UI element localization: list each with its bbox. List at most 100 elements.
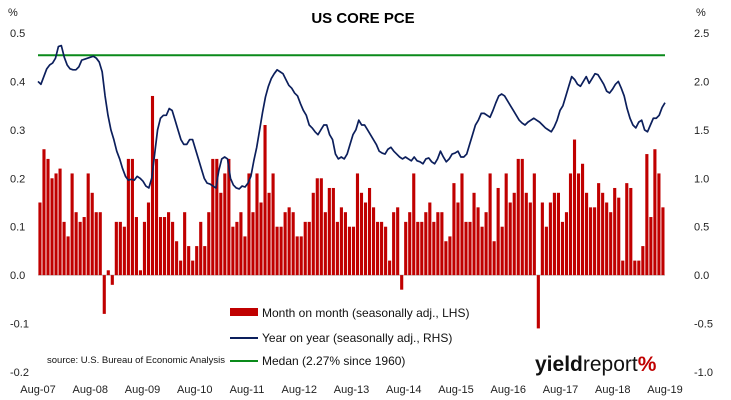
- mom-bar: [235, 221, 239, 276]
- mom-bar: [641, 246, 645, 276]
- mom-bar: [78, 221, 82, 276]
- source-note: source: U.S. Bureau of Economic Analysis: [47, 355, 225, 366]
- mom-bar: [251, 212, 255, 276]
- mom-bar: [556, 192, 560, 276]
- mom-bar: [187, 246, 191, 276]
- mom-bar: [444, 241, 448, 276]
- mom-bar: [126, 158, 130, 276]
- brand-symbol: %: [638, 353, 657, 376]
- mom-bar: [50, 178, 54, 276]
- mom-bar: [347, 226, 351, 276]
- x-tick-label: Aug-13: [334, 384, 369, 396]
- mom-bar: [267, 192, 271, 276]
- mom-bar: [436, 212, 440, 276]
- mom-bar: [327, 187, 331, 276]
- mom-bar: [380, 221, 384, 276]
- right-tick-label: 2.0: [694, 76, 709, 88]
- mom-bar: [323, 212, 327, 276]
- left-tick-label: 0.4: [10, 76, 25, 88]
- mom-bar: [158, 217, 163, 276]
- x-tick-label: Aug-11: [230, 384, 265, 396]
- mom-bar: [90, 192, 94, 276]
- brand-part-yield: yield: [535, 353, 583, 376]
- left-tick-label: 0.0: [10, 270, 25, 282]
- mom-bar: [343, 212, 347, 276]
- mom-bar: [568, 173, 573, 276]
- mom-bar: [440, 212, 444, 276]
- mom-bar: [142, 221, 147, 276]
- left-tick-label: -0.1: [10, 319, 29, 331]
- mom-bar: [617, 197, 621, 276]
- mom-bar: [283, 212, 287, 276]
- mom-bar: [38, 202, 42, 276]
- mom-bar: [110, 275, 114, 285]
- x-tick-label: Aug-10: [177, 384, 212, 396]
- right-tick-label: 1.0: [694, 173, 709, 185]
- left-axis-unit: %: [8, 7, 18, 19]
- mom-bar: [657, 173, 661, 276]
- mom-bar: [207, 212, 211, 276]
- mom-bar: [593, 207, 597, 276]
- mom-bar: [581, 163, 585, 276]
- right-tick-label: 0.5: [694, 222, 709, 234]
- mom-bar: [175, 241, 179, 276]
- mom-bar: [163, 217, 167, 276]
- mom-bar: [372, 207, 376, 276]
- legend-label-yoy: Year on year (seasonally adj., RHS): [262, 331, 452, 345]
- mom-bar: [255, 173, 259, 276]
- mom-bar: [263, 125, 267, 276]
- mom-bar: [484, 212, 488, 276]
- mom-bar: [548, 202, 552, 276]
- right-tick-label: -1.0: [694, 367, 713, 379]
- mom-bar: [392, 212, 396, 276]
- x-tick-label: Aug-12: [282, 384, 317, 396]
- mom-bar: [355, 173, 360, 276]
- mom-bar: [199, 221, 203, 276]
- mom-bar: [66, 236, 70, 276]
- mom-bar: [203, 246, 207, 276]
- mom-bar: [211, 158, 215, 276]
- right-axis-ticks: -1.0 -0.5 0.0 0.5 1.0 1.5 2.0 2.5: [694, 28, 713, 379]
- left-tick-label: 0.3: [10, 125, 25, 137]
- x-axis-ticks: Aug-07 Aug-08 Aug-09 Aug-10 Aug-11 Aug-12 Aug-…: [20, 384, 682, 396]
- mom-bar: [42, 149, 46, 276]
- mom-bar: [396, 207, 400, 276]
- mom-bar: [589, 207, 593, 276]
- mom-bar: [195, 246, 199, 276]
- mom-bar: [227, 158, 231, 276]
- mom-bar: [585, 192, 589, 276]
- mom-bar: [516, 158, 520, 276]
- mom-bar: [504, 173, 508, 276]
- mom-bar: [363, 202, 368, 276]
- mom-bar: [456, 202, 460, 276]
- mom-bar: [609, 212, 613, 276]
- legend-label-median: Medan (2.27% since 1960): [262, 354, 405, 368]
- mom-bar: [299, 236, 303, 276]
- mom-bar: [384, 226, 388, 276]
- mom-bar: [520, 158, 524, 276]
- mom-bar: [259, 202, 263, 276]
- mom-bar: [54, 173, 58, 276]
- mom-bar: [114, 221, 118, 276]
- mom-bar: [295, 236, 299, 276]
- mom-bar: [500, 226, 504, 276]
- mom-bar: [661, 207, 665, 276]
- mom-bar: [311, 192, 315, 276]
- right-tick-label: 1.5: [694, 125, 709, 137]
- mom-bar: [243, 236, 247, 276]
- mom-bar: [303, 221, 307, 276]
- mom-bar: [424, 212, 428, 276]
- mom-bar: [58, 168, 62, 276]
- yoy-line-series: [37, 44, 666, 190]
- x-tick-label: Aug-16: [491, 384, 526, 396]
- mom-bar: [331, 187, 335, 276]
- yieldreport-logo: yieldreport%: [535, 353, 657, 376]
- mom-bar: [512, 192, 516, 276]
- mom-bar: [637, 260, 641, 276]
- right-axis-unit: %: [696, 7, 706, 19]
- mom-bar: [408, 212, 412, 276]
- mom-bar: [464, 221, 468, 276]
- mom-bar: [118, 221, 122, 276]
- svg-text:yieldreport%: yieldreport%: [535, 353, 657, 376]
- legend-label-bars: Month on month (seasonally adj., LHS): [262, 306, 469, 320]
